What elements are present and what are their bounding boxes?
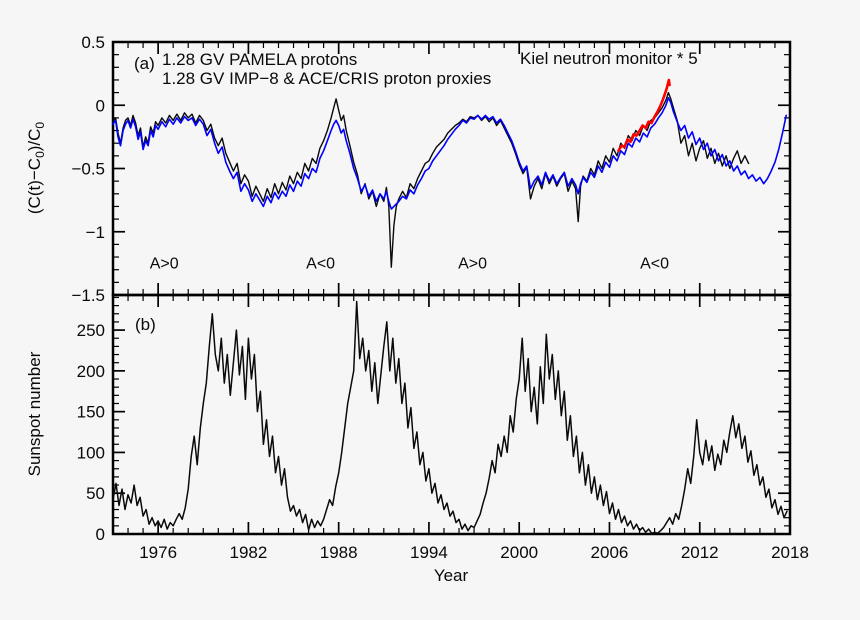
- x-axis-title: Year: [434, 566, 469, 585]
- x-tick-label: 1982: [229, 543, 267, 562]
- annotation: A<0: [640, 255, 669, 272]
- panel-b-frame: [111, 293, 792, 536]
- y-tick-label: 0.5: [81, 33, 105, 52]
- y-tick-label: 100: [77, 443, 105, 462]
- legend-proxies-label: 1.28 GV IMP−8 & ACE/CRIS proton proxies: [162, 69, 491, 88]
- panel-b-label: (b): [135, 315, 156, 334]
- y-tick-label: 200: [77, 362, 105, 381]
- annotation: A>0: [150, 255, 179, 272]
- y-axis-title-sunspot: Sunspot number: [25, 351, 44, 476]
- x-tick-label: 2000: [500, 543, 538, 562]
- series-1-28-gv-imp-8-ace-cris-proton-proxies: [112, 96, 788, 210]
- x-tick-label: 1994: [410, 543, 448, 562]
- y-axis-title-cosmic-ray: (C(t)−C0)/C0: [25, 122, 47, 215]
- legend-kiel-label: Kiel neutron monitor * 5: [520, 49, 698, 68]
- y-tick-label: 250: [77, 321, 105, 340]
- x-tick-label: 2006: [591, 543, 629, 562]
- y-tick-label: 0: [96, 96, 105, 115]
- y-tick-label: 0: [96, 525, 105, 544]
- series-sunspot-number: [112, 300, 788, 534]
- x-tick-label: 2012: [681, 543, 719, 562]
- y-tick-label: 150: [77, 403, 105, 422]
- legend-pamela-label: 1.28 GV PAMELA protons: [162, 50, 357, 69]
- y-tick-label: −1.5: [71, 286, 105, 305]
- annotation: A<0: [306, 255, 335, 272]
- annotation: A>0: [458, 255, 487, 272]
- panel-a-label: (a): [134, 54, 155, 73]
- y-tick-label: −0.5: [71, 160, 105, 179]
- y-tick-label: 50: [86, 484, 105, 503]
- y-tick-label: −1: [86, 223, 105, 242]
- series-layer: [112, 78, 788, 534]
- x-tick-label: 2018: [771, 543, 809, 562]
- series-1-28-gv-pamela-protons: [617, 78, 671, 153]
- axes-layer: 0.5 0 −0.5 −1 −1.5 A>0 A<0 A>0 A<0 0 50 100 150 200 25…: [71, 33, 808, 562]
- labels-layer: (a) 1.28 GV PAMELA protons 1.28 GV IMP−8…: [25, 49, 698, 585]
- series-kiel-neutron-monitor-5: [112, 91, 750, 268]
- x-tick-label: 1976: [139, 543, 177, 562]
- x-tick-label: 1988: [320, 543, 358, 562]
